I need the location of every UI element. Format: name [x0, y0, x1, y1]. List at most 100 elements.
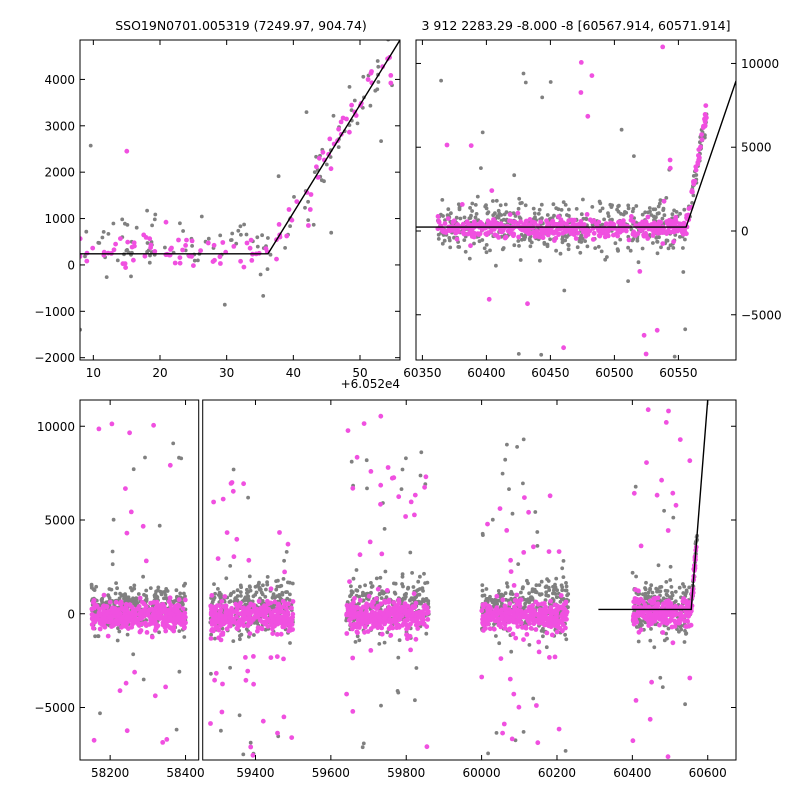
- raw-point: [536, 211, 541, 216]
- selected-point: [444, 142, 450, 148]
- selected-point: [663, 229, 669, 235]
- raw-point: [640, 246, 645, 251]
- selected-point: [629, 214, 634, 219]
- selected-point: [111, 247, 117, 253]
- raw-point: [264, 587, 268, 592]
- selected-point: [465, 231, 471, 237]
- y-tick-label: 3000: [44, 119, 75, 133]
- selected-point: [120, 621, 126, 627]
- raw-point: [237, 713, 242, 718]
- selected-point: [372, 610, 378, 616]
- raw-point: [311, 222, 316, 227]
- x-tick-label: 50: [352, 366, 367, 380]
- selected-point: [561, 602, 567, 607]
- raw-point: [101, 230, 106, 234]
- raw-point: [238, 224, 243, 229]
- raw-point: [414, 666, 419, 670]
- selected-point: [379, 625, 385, 631]
- raw-point: [681, 246, 685, 250]
- top-left-points: [80, 40, 394, 332]
- selected-point: [243, 655, 248, 660]
- selected-point: [550, 218, 556, 224]
- raw-point: [491, 213, 496, 218]
- selected-point: [368, 648, 374, 653]
- y-tick-label: 5000: [44, 514, 75, 528]
- raw-point: [519, 590, 523, 595]
- raw-point: [626, 206, 631, 211]
- selected-point: [213, 670, 219, 676]
- selected-point: [487, 626, 493, 632]
- raw-point: [383, 569, 388, 574]
- x-tick-label: 59400: [236, 766, 274, 780]
- selected-point: [97, 626, 103, 632]
- selected-point: [573, 236, 579, 241]
- raw-point: [662, 508, 666, 513]
- selected-point: [523, 613, 528, 618]
- raw-point: [564, 588, 569, 593]
- raw-point: [422, 571, 426, 576]
- selected-point: [241, 481, 247, 487]
- selected-point: [307, 207, 313, 212]
- selected-point: [403, 605, 408, 611]
- selected-point: [578, 219, 584, 224]
- raw-point: [540, 95, 545, 100]
- selected-point: [513, 635, 519, 641]
- raw-point: [683, 702, 687, 707]
- selected-point: [538, 219, 544, 225]
- raw-point: [670, 593, 675, 598]
- raw-point: [609, 205, 614, 210]
- selected-point: [101, 605, 107, 611]
- selected-point: [227, 623, 233, 629]
- raw-point: [171, 441, 176, 446]
- selected-point: [398, 613, 404, 619]
- selected-point: [353, 113, 359, 118]
- selected-point: [235, 611, 241, 616]
- raw-point: [596, 244, 601, 249]
- selected-point: [660, 230, 665, 236]
- selected-point: [222, 615, 228, 621]
- raw-point: [134, 225, 139, 230]
- selected-point: [350, 655, 356, 661]
- selected-point: [647, 598, 653, 604]
- raw-point: [539, 579, 544, 584]
- selected-point: [560, 220, 566, 226]
- raw-point: [265, 582, 270, 587]
- raw-point: [490, 598, 495, 602]
- raw-point: [120, 217, 125, 222]
- raw-point: [538, 593, 543, 597]
- raw-point: [494, 263, 498, 268]
- raw-point: [630, 209, 635, 214]
- raw-point: [361, 74, 366, 79]
- x-tick-label: 59600: [312, 766, 350, 780]
- selected-point: [384, 588, 390, 593]
- raw-point: [292, 195, 296, 199]
- selected-point: [348, 622, 354, 627]
- selected-point: [507, 601, 513, 606]
- selected-point: [260, 610, 266, 616]
- raw-point: [283, 246, 287, 250]
- selected-point: [397, 617, 402, 622]
- selected-point: [633, 698, 639, 703]
- selected-point: [126, 615, 132, 621]
- selected-point: [270, 631, 276, 636]
- raw-point: [673, 589, 678, 594]
- selected-point: [412, 492, 418, 498]
- selected-point: [399, 604, 405, 610]
- selected-point: [137, 595, 143, 601]
- raw-point: [306, 218, 311, 223]
- selected-point: [220, 240, 226, 245]
- raw-point: [361, 741, 366, 746]
- selected-point: [394, 625, 400, 631]
- selected-point: [368, 70, 374, 76]
- selected-point: [212, 677, 218, 683]
- selected-point: [536, 617, 542, 623]
- raw-point: [239, 594, 243, 598]
- selected-point: [367, 539, 373, 545]
- raw-point: [656, 563, 661, 568]
- selected-point: [114, 609, 120, 615]
- raw-point: [303, 205, 307, 210]
- raw-point: [517, 196, 522, 201]
- selected-point: [259, 626, 265, 632]
- selected-point: [498, 621, 504, 627]
